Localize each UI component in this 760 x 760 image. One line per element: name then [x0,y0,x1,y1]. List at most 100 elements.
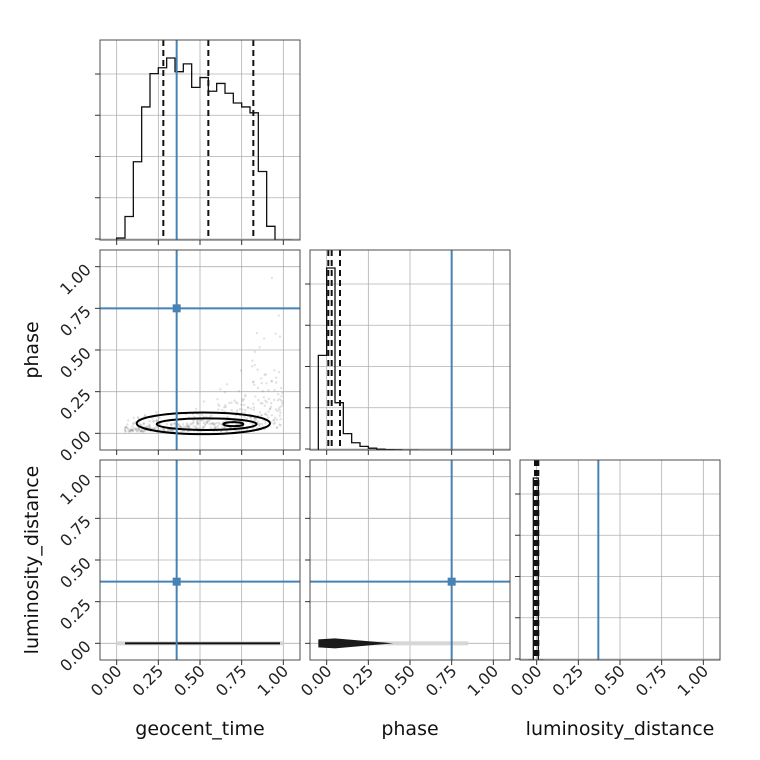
scatter-point [165,422,169,426]
scatter-point [272,422,275,426]
scatter-point [278,409,281,412]
scatter-point [169,429,172,432]
scatter-point [241,398,244,401]
scatter-point [123,427,127,430]
scatter-point [256,368,259,371]
scatter-point [238,408,242,411]
scatter-point [267,397,271,401]
scatter-point [171,429,175,432]
panel-plot-area [116,40,292,240]
scatter-point [178,425,182,428]
scatter-point [279,411,282,414]
scatter-point [128,430,131,433]
y-tick-label: 0.00 [56,427,95,466]
scatter-point [124,425,128,429]
scatter-point [210,422,213,425]
y-tick-label: 1.00 [56,470,95,509]
panel-geocent_time [95,39,301,245]
scatter-point [214,426,217,430]
scatter-point [124,429,128,433]
scatter-point [230,408,233,412]
scatter-point [155,419,158,422]
scatter-point [217,404,221,408]
histogram-luminosity_distance [528,477,544,660]
scatter-point [205,415,208,418]
scatter-point [202,400,206,403]
scatter-point [258,410,262,414]
scatter-point [194,407,198,411]
scatter-point [132,427,135,430]
scatter-point [261,402,264,405]
contour-level-1 [155,417,258,431]
scatter-point [253,383,256,387]
scatter-point [141,430,145,433]
scatter-point [129,429,133,432]
y-tick-label: 0.50 [56,343,95,382]
scatter-point [196,419,199,422]
scatter-point [273,398,276,402]
scatter-point [213,422,217,426]
scatter-point [137,427,140,430]
scatter-point [274,332,277,335]
scatter-point [196,421,199,425]
y-tick-label: 0.25 [56,595,95,634]
scatter-point [206,421,209,424]
scatter-point [222,426,226,429]
scatter-point [251,423,254,426]
panel-geocent_time-vs-luminosity_distance: 0.00 0.25 0.50 0.75 1.000.000.250.500.751.00 [56,459,301,700]
labels-layer: geocent_time phase luminosity_distance p… [21,321,714,740]
scatter-point [255,417,258,420]
scatter-point [141,430,145,433]
scatter-point [196,422,199,425]
scatter-point [269,405,273,409]
scatter-point [177,425,181,429]
scatter-point [136,416,140,419]
scatter-point [262,337,266,340]
scatter-point [272,419,275,422]
scatter-point [253,417,256,420]
scatter-point [186,423,189,426]
scatter-point [148,425,152,428]
scatter-point [267,389,270,392]
scatter-point [217,403,220,406]
scatter-point [270,379,273,383]
scatter-point [253,363,256,367]
scatter-point [270,380,273,383]
scatter-point [224,405,227,409]
scatter-point [192,425,196,428]
scatter-point [152,419,155,423]
scatter-point [161,428,165,431]
scatter-point [197,422,200,425]
scatter-point [152,420,156,423]
scatter-point [185,425,188,428]
scatter-point [200,413,204,417]
density-core [318,638,394,649]
scatter-point [262,395,266,399]
scatter-point [260,414,263,417]
scatter-point [267,410,270,413]
scatter-point [217,421,220,425]
scatter-point [272,419,276,422]
scatter-point [252,406,256,409]
scatter-point [215,421,218,425]
scatter-point [277,314,280,317]
scatter-point [277,407,280,410]
scatter-point [143,413,147,416]
panel-plot-area [310,460,510,660]
scatter-point [257,423,261,426]
scatter-point [127,430,130,433]
scatter-point [169,423,173,426]
scatter-point [196,423,199,426]
scatter-point [279,399,283,402]
scatter-point [263,404,267,407]
density-core [125,642,280,645]
scatter-point [143,430,146,433]
scatter-point [249,417,253,420]
scatter-point [212,423,215,426]
scatter-point [138,428,141,431]
scatter-point [253,350,257,354]
scatter-point [123,428,127,432]
scatter-point [125,425,128,429]
scatter-point [134,427,137,430]
scatter-point [244,395,247,398]
